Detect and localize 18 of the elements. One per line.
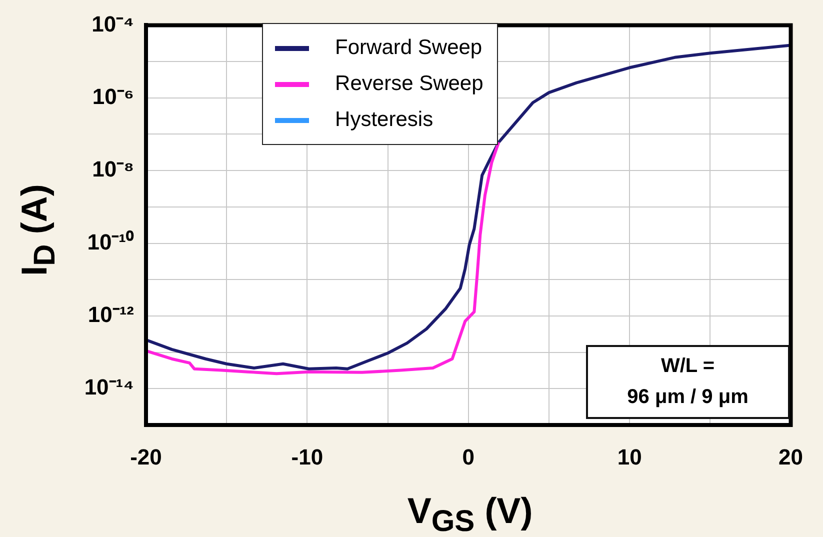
x-tick-label: 10: [617, 444, 642, 470]
legend-label: Reverse Sweep: [335, 72, 484, 96]
annotation: W/L =: [660, 354, 716, 379]
y-tick-label: 10⁻¹⁴: [84, 374, 134, 400]
x-tick-label: -10: [291, 444, 324, 470]
legend-label: Hysteresis: [335, 108, 434, 132]
x-tick-label: -20: [130, 444, 162, 470]
x-axis-title: V$_{GS}$ (V): [406, 490, 534, 537]
x-tick-label: 0: [462, 444, 475, 470]
y-tick-label: 10⁻¹²: [88, 302, 134, 328]
y-tick-label: 10⁻⁶: [92, 84, 134, 109]
y-tick-label: 10⁻⁴: [92, 11, 134, 36]
annotation: 96 μm / 9 μm: [626, 385, 750, 410]
y-tick-label: 10⁻¹⁰: [87, 229, 134, 254]
x-tick-label: 20: [778, 444, 804, 470]
y-tick-label: 10⁻⁸: [92, 156, 134, 182]
legend-label: Forward Sweep: [335, 36, 482, 60]
note-box: W/L = 96 μm / 9 μm: [586, 345, 790, 419]
